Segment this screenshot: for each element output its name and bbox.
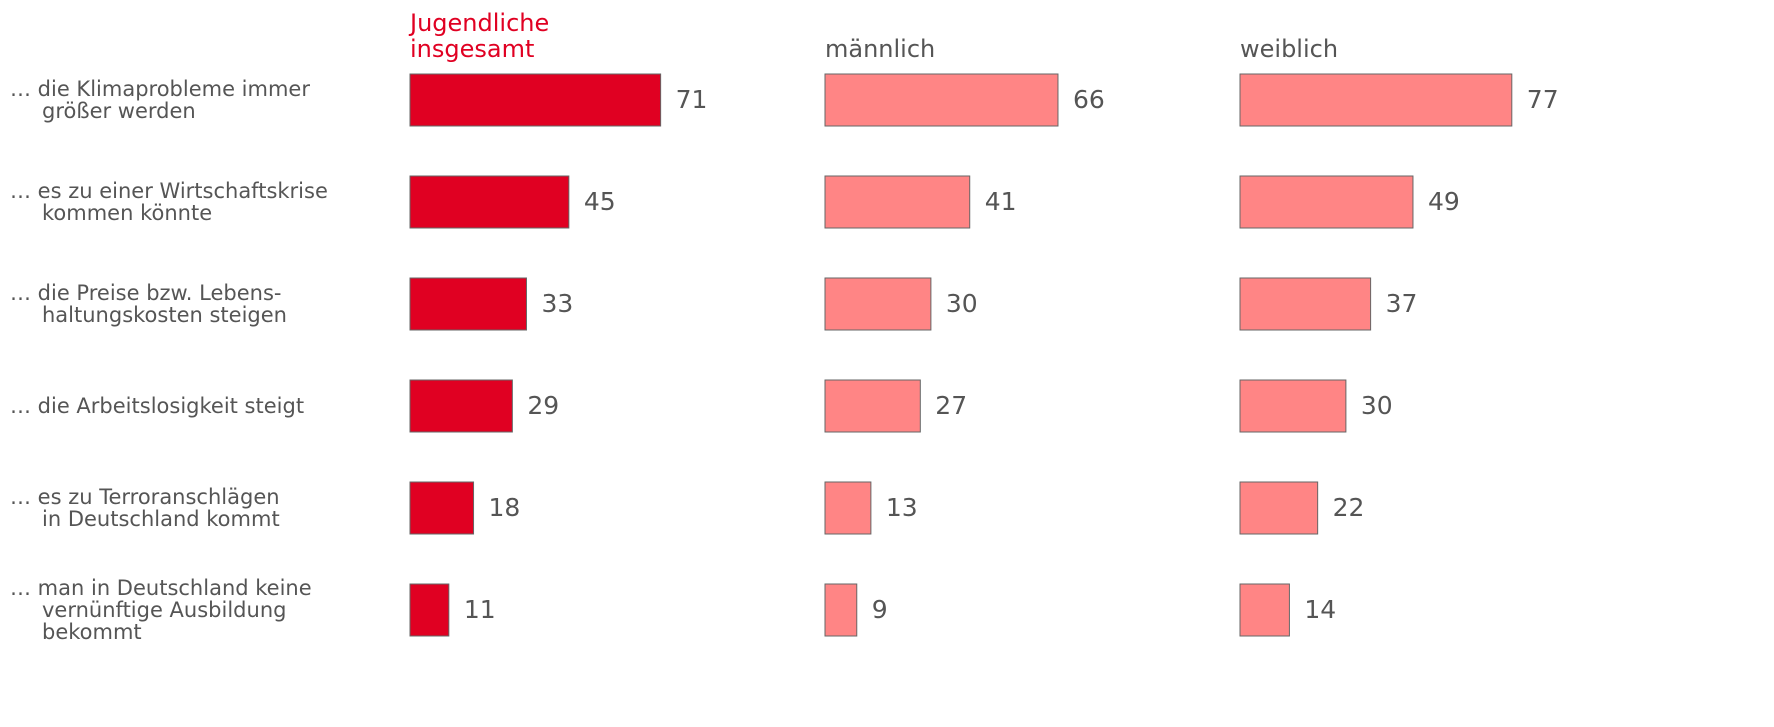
category-label: … man in Deutschland keine vernünftige A…: [10, 576, 312, 644]
value-label: 66: [1073, 85, 1105, 114]
bar: [409, 379, 513, 433]
value-label: 27: [935, 391, 967, 420]
bar: [409, 277, 527, 331]
value-label: 71: [676, 85, 708, 114]
series-label: weiblich: [1240, 35, 1339, 63]
bar: [409, 73, 662, 127]
value-label: 49: [1428, 187, 1460, 216]
value-label: 9: [872, 595, 888, 624]
bar: [824, 277, 932, 331]
bar: [1239, 379, 1347, 433]
bar: [409, 175, 570, 229]
value-label: 30: [946, 289, 978, 318]
bar: [824, 73, 1059, 127]
bar: [824, 379, 921, 433]
bar: [1239, 481, 1319, 535]
value-label: 77: [1527, 85, 1559, 114]
bar: [409, 481, 475, 535]
bar: [1239, 175, 1414, 229]
value-label: 29: [527, 391, 559, 420]
bar: [409, 583, 450, 637]
value-label: 14: [1304, 595, 1336, 624]
value-label: 33: [541, 289, 573, 318]
value-label: 18: [489, 493, 521, 522]
value-label: 41: [985, 187, 1017, 216]
value-label: 37: [1386, 289, 1418, 318]
value-label: 45: [584, 187, 616, 216]
bar: [824, 583, 858, 637]
bar: [1239, 583, 1290, 637]
series-label: Jugendliche insgesamt: [410, 9, 550, 63]
bar: [824, 175, 971, 229]
value-label: 11: [464, 595, 496, 624]
value-label: 22: [1333, 493, 1365, 522]
category-label: … es zu einer Wirtschaftskrise kommen kö…: [10, 179, 328, 225]
value-label: 13: [886, 493, 918, 522]
category-label: … es zu Terroranschlägen in Deutschland …: [10, 485, 280, 531]
category-label: … die Klimaprobleme immer größer werden: [10, 77, 310, 123]
category-label: … die Preise bzw. Lebens- haltungskosten…: [10, 281, 287, 327]
series-label: männlich: [825, 35, 936, 63]
bar: [824, 481, 872, 535]
bar: [1239, 73, 1513, 127]
category-label: … die Arbeitslosigkeit steigt: [10, 394, 305, 418]
bar: [1239, 277, 1372, 331]
value-label: 30: [1361, 391, 1393, 420]
